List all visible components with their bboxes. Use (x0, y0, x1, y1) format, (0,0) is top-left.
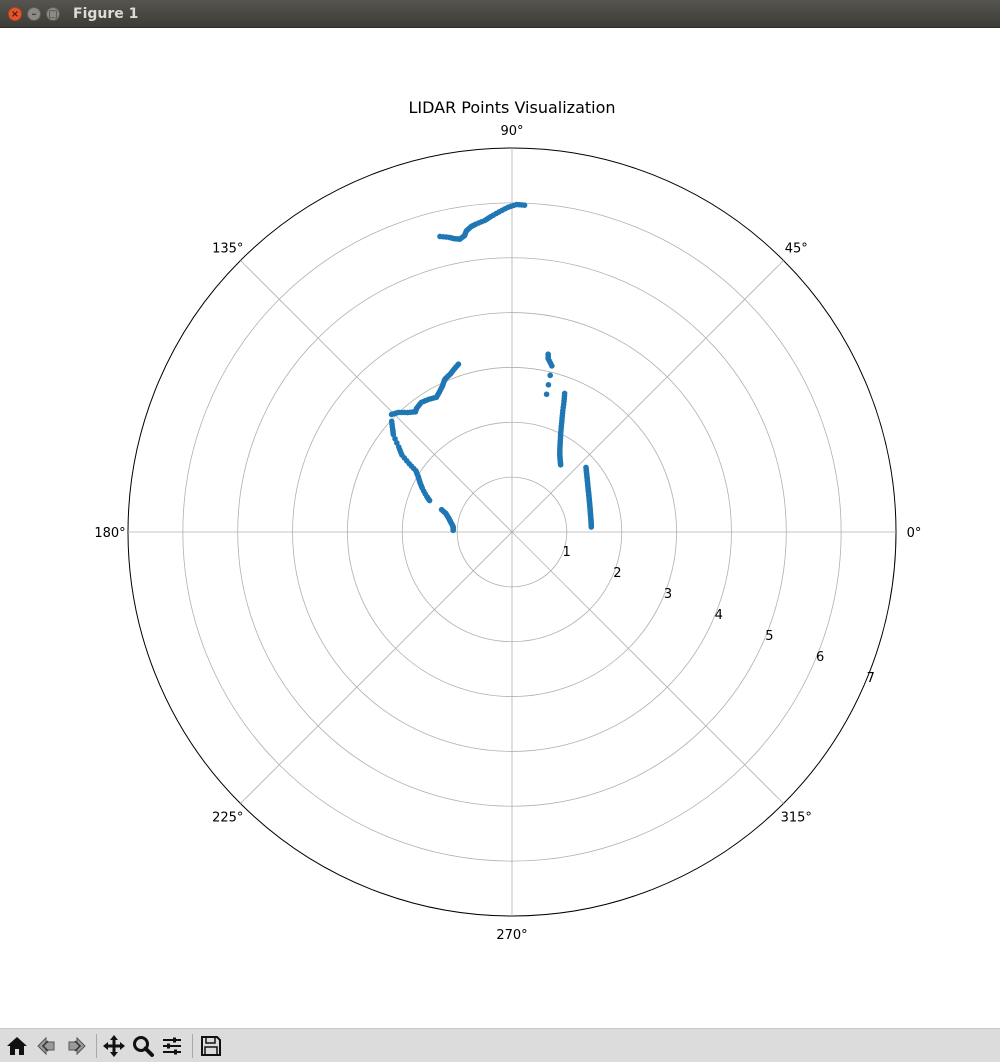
radial-tick-label: 1 (563, 545, 571, 560)
theta-tick-label: 225° (212, 810, 243, 825)
chart-title: LIDAR Points Visualization (408, 98, 615, 117)
theta-tick-label: 0° (907, 526, 922, 541)
polar-chart: 0° 45° 90° 135° 180° 225° 270° 315° 1 2 3 4 5 6 7 LIDA… (94, 98, 921, 943)
radial-tick-label: 4 (715, 608, 723, 623)
home-icon[interactable] (4, 1033, 30, 1059)
close-icon[interactable]: × (8, 7, 22, 21)
radial-tick-label: 2 (613, 566, 621, 581)
minimize-icon[interactable]: – (27, 7, 41, 21)
angular-gridline (511, 531, 784, 804)
radial-tick-label: 6 (816, 650, 824, 665)
theta-tick-label: 45° (785, 242, 808, 257)
lidar-point (388, 411, 395, 418)
lidar-point (390, 431, 397, 438)
configure-subplots-icon[interactable] (159, 1033, 185, 1059)
angular-gridline (511, 260, 784, 533)
angular-gridline (240, 260, 513, 533)
toolbar-separator (96, 1034, 97, 1058)
polar-grid (127, 147, 897, 917)
lidar-point (543, 391, 550, 398)
save-icon[interactable] (198, 1033, 224, 1059)
scatter-points (388, 201, 595, 534)
lidar-point (545, 351, 551, 358)
radial-tick-label: 7 (867, 671, 875, 686)
radial-tick-label: 5 (765, 629, 773, 644)
plot-canvas[interactable]: 0° 45° 90° 135° 180° 225° 270° 315° 1 2 3 4 5 6 7 LIDA… (0, 28, 1000, 1028)
theta-tick-label: 135° (212, 242, 243, 257)
forward-icon[interactable] (63, 1033, 89, 1059)
window-title: Figure 1 (73, 6, 139, 22)
theta-tick-label: 90° (500, 124, 523, 139)
lidar-point (437, 233, 443, 240)
lidar-point (583, 464, 589, 471)
theta-tick-label: 180° (94, 526, 125, 541)
theta-tick-label: 270° (496, 928, 527, 943)
title-bar: × – □ Figure 1 (0, 0, 1000, 28)
radial-tick-label: 3 (664, 587, 672, 602)
lidar-point (547, 372, 553, 379)
theta-tick-label: 315° (781, 810, 812, 825)
tick-labels: 0° 45° 90° 135° 180° 225° 270° 315° 1 2 3 4 5 6 7 (94, 124, 921, 943)
pan-icon[interactable] (101, 1033, 127, 1059)
lidar-point (426, 497, 433, 504)
navigation-toolbar (0, 1028, 1000, 1062)
maximize-icon[interactable]: □ (46, 7, 60, 21)
toolbar-separator (192, 1034, 193, 1058)
angular-gridline (240, 531, 513, 804)
lidar-point (450, 527, 456, 534)
back-icon[interactable] (34, 1033, 60, 1059)
zoom-icon[interactable] (130, 1033, 156, 1059)
lidar-point (545, 382, 552, 388)
lidar-point (561, 390, 568, 397)
